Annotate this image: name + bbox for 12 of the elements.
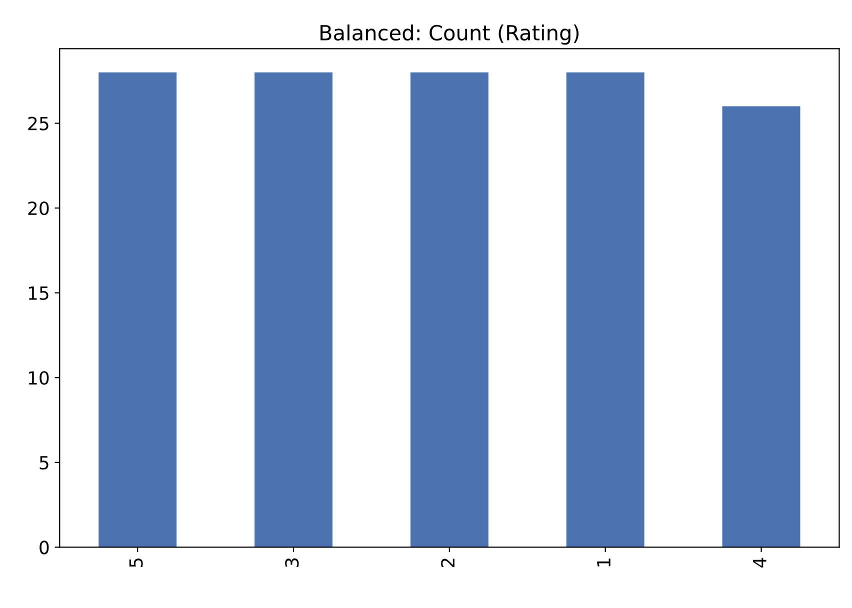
- y-tick-label: 25: [28, 116, 48, 130]
- x-tick-label: 4: [753, 558, 766, 568]
- y-tick-label: 20: [28, 202, 49, 216]
- x-tick-label: 2: [441, 558, 454, 568]
- chart-title: Balanced: Count (Rating): [320, 24, 579, 45]
- y-tick-label: 15: [28, 286, 48, 300]
- x-tick-label: 5: [129, 558, 143, 568]
- y-tick-label: 10: [28, 371, 49, 385]
- y-tick-label: 0: [40, 540, 49, 554]
- y-tick-label: 5: [40, 456, 48, 470]
- x-tick-label: 1: [597, 558, 610, 566]
- x-tick-label: 3: [285, 558, 299, 568]
